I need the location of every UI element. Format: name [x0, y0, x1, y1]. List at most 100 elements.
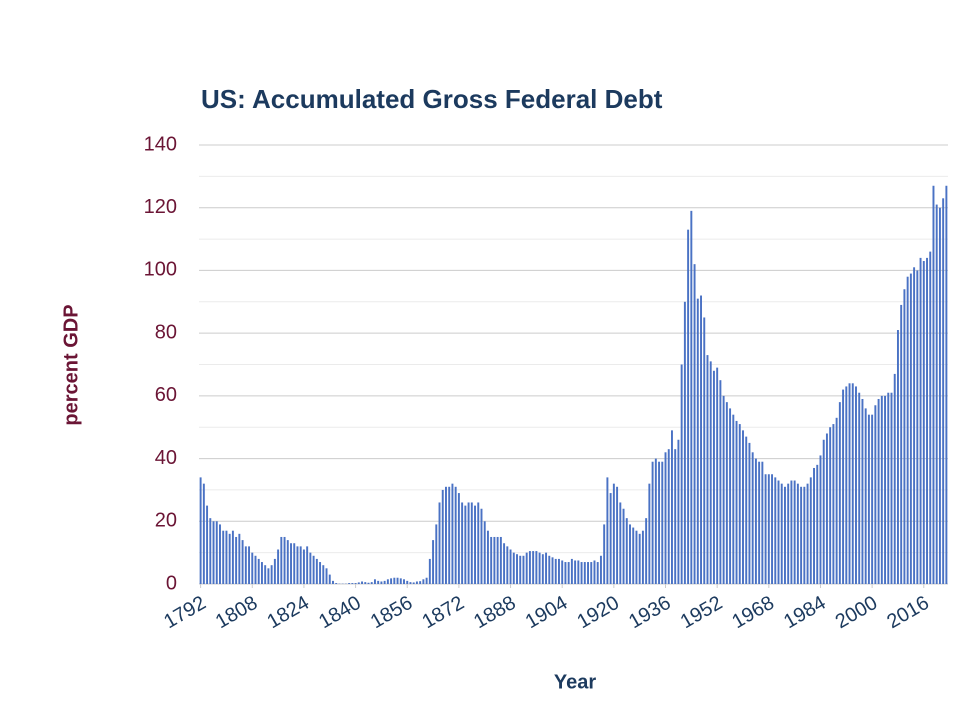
bar — [725, 402, 728, 584]
bar — [809, 477, 812, 584]
bar — [645, 518, 648, 584]
x-tick-label: 1856 — [367, 592, 417, 633]
bar — [719, 380, 722, 584]
bar — [916, 270, 919, 584]
bar — [796, 483, 799, 584]
bar — [822, 439, 825, 584]
bar — [764, 474, 767, 584]
bar — [357, 582, 360, 584]
bar — [554, 558, 557, 584]
bar — [225, 530, 228, 584]
bar — [512, 552, 515, 584]
bar — [687, 229, 690, 584]
bar — [373, 579, 376, 584]
bar — [616, 486, 619, 584]
bar — [222, 530, 225, 584]
x-tick-label: 1792 — [160, 592, 210, 633]
bar — [806, 483, 809, 584]
bar — [415, 581, 418, 584]
bar — [777, 480, 780, 584]
bar — [273, 558, 276, 584]
bar — [929, 251, 932, 584]
bar — [832, 424, 835, 584]
bar — [564, 562, 567, 584]
bar — [935, 204, 938, 585]
bar — [567, 562, 570, 584]
bar — [477, 502, 480, 584]
bar — [803, 486, 806, 584]
bar — [506, 546, 509, 584]
bar — [674, 449, 677, 584]
bar — [793, 480, 796, 584]
bar — [561, 560, 564, 584]
bar — [829, 427, 832, 584]
x-tick-label: 1824 — [264, 592, 314, 633]
bar — [751, 452, 754, 584]
bar — [716, 367, 719, 584]
bar — [900, 304, 903, 584]
bar — [332, 580, 334, 584]
bar — [887, 392, 890, 584]
bar — [435, 524, 438, 584]
bar — [319, 562, 322, 584]
bar — [422, 579, 425, 584]
bar — [270, 565, 273, 584]
bar — [212, 521, 215, 584]
bar — [703, 317, 706, 584]
bar — [635, 530, 638, 584]
x-tick-label: 1984 — [780, 592, 830, 633]
bar — [302, 549, 305, 584]
bar — [771, 474, 774, 584]
bar — [296, 546, 299, 584]
bar — [677, 439, 680, 584]
bar — [202, 483, 205, 584]
bar — [467, 502, 470, 584]
bar — [231, 530, 234, 584]
bar — [403, 579, 405, 584]
bar — [893, 373, 896, 584]
bar — [470, 502, 473, 584]
bar — [874, 405, 877, 584]
bar — [370, 582, 373, 584]
bar — [516, 554, 518, 584]
x-tick-label: 1840 — [315, 592, 365, 633]
bar — [545, 552, 548, 584]
bar — [693, 264, 696, 584]
bar — [583, 562, 586, 584]
bar — [380, 581, 383, 584]
bar — [861, 398, 864, 584]
bar — [658, 461, 661, 584]
bar — [306, 546, 309, 584]
bar — [790, 480, 793, 584]
bar — [209, 518, 212, 584]
bar — [903, 289, 906, 584]
bar — [393, 577, 396, 584]
bar — [758, 461, 761, 584]
bar — [945, 185, 948, 584]
bar — [299, 546, 302, 584]
bar — [219, 524, 221, 584]
bar — [729, 408, 732, 584]
bar — [454, 486, 457, 584]
bar — [641, 530, 644, 584]
bar — [390, 578, 393, 584]
bar — [558, 558, 560, 584]
bar — [538, 552, 541, 584]
y-axis-label: percent GDP — [60, 304, 82, 425]
bar — [364, 582, 367, 584]
y-tick-label: 120 — [144, 196, 177, 218]
bar — [361, 581, 364, 584]
bar — [629, 524, 631, 584]
bar — [783, 486, 786, 584]
bar — [260, 562, 263, 584]
bar — [335, 583, 338, 584]
bar — [445, 486, 447, 584]
bar — [215, 521, 218, 584]
bar — [745, 436, 748, 584]
bar — [761, 461, 764, 584]
bar — [871, 414, 874, 584]
bar — [325, 568, 328, 584]
bar — [286, 540, 289, 584]
bar — [816, 464, 819, 584]
x-tick-label: 2000 — [832, 592, 882, 633]
